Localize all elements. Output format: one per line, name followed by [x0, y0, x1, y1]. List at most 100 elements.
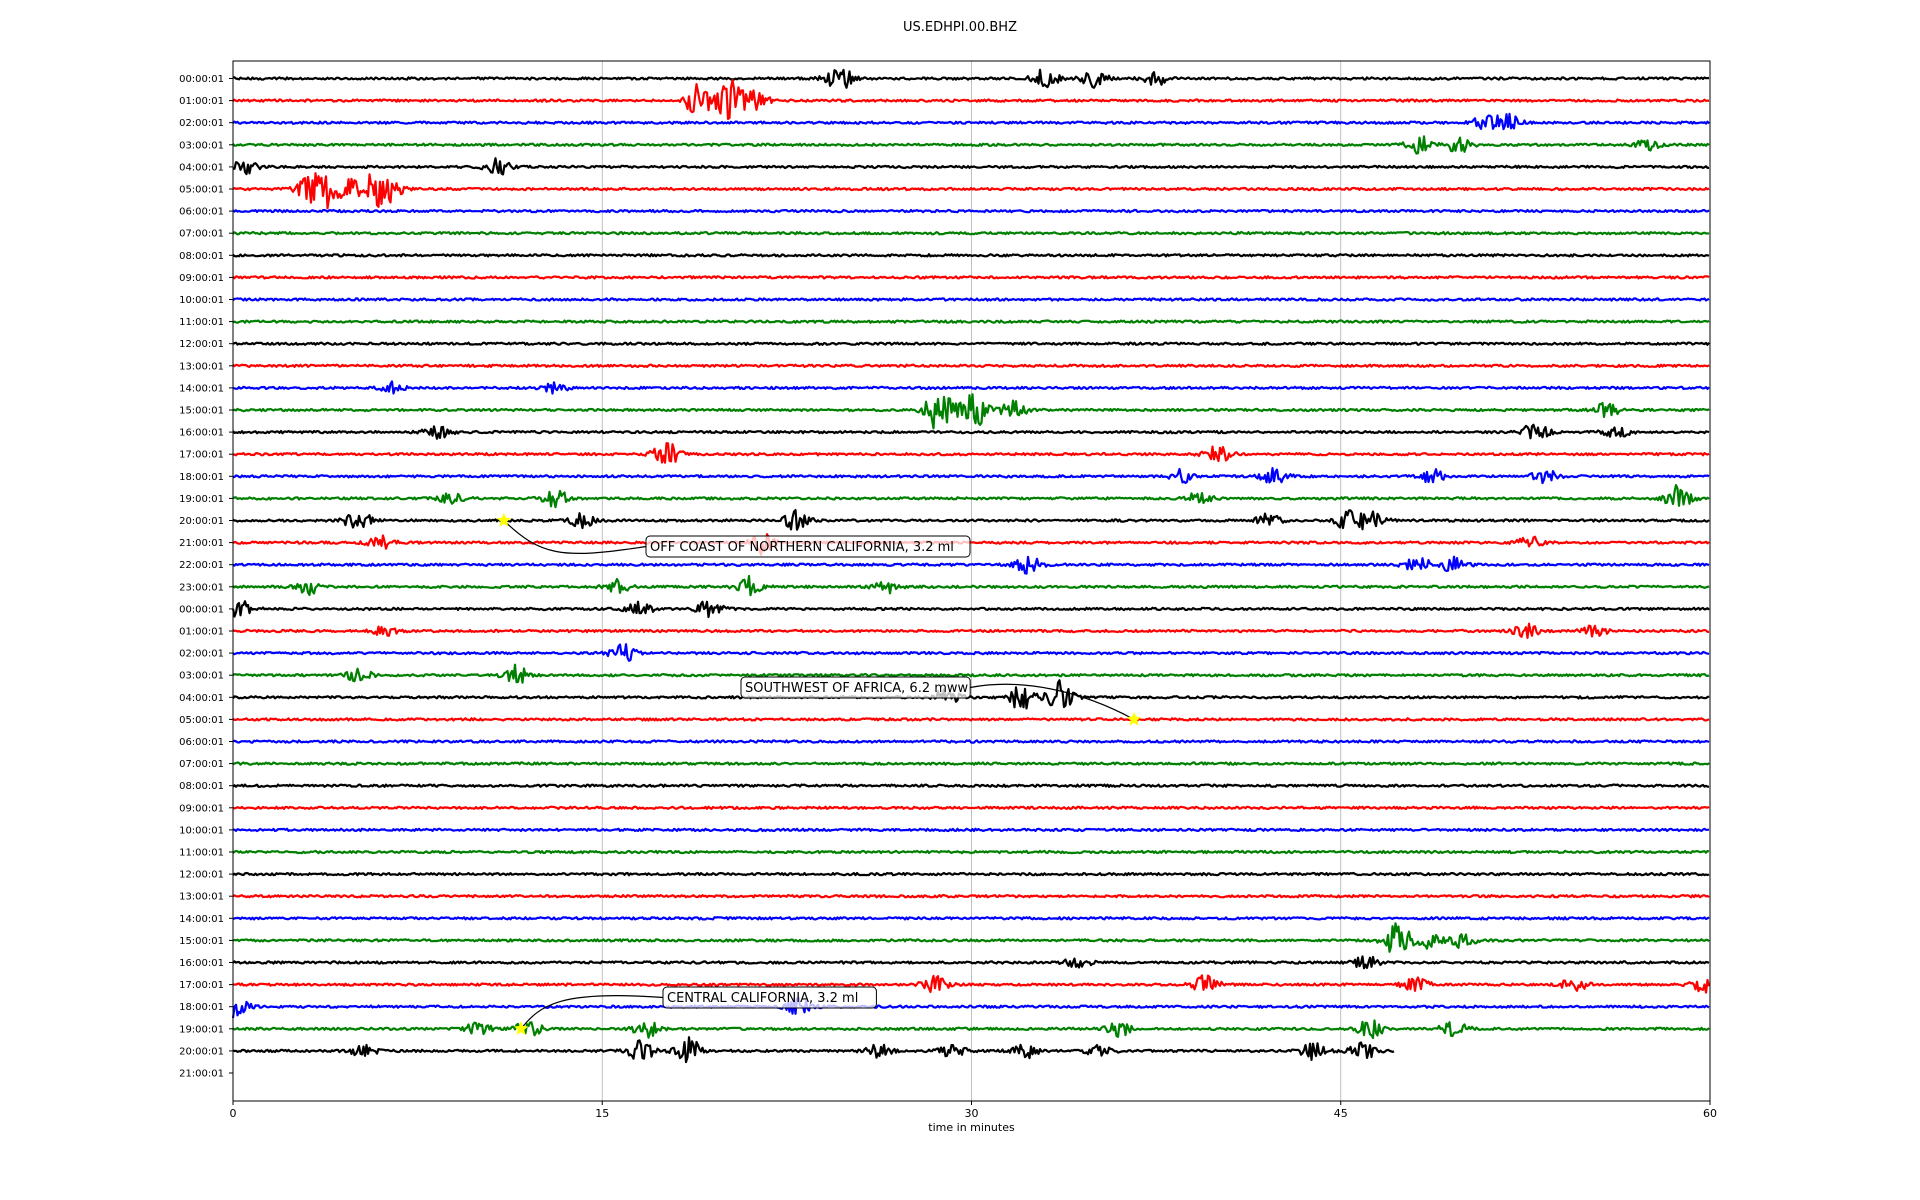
trace-line — [232, 922, 1710, 953]
trace-lines — [231, 68, 1711, 1064]
annotation-box — [662, 986, 877, 1009]
trace-line — [232, 679, 1710, 710]
row-time-label: 06:00:01 — [179, 207, 224, 218]
trace-line — [232, 231, 1710, 236]
trace-line — [232, 208, 1710, 214]
row-time-label: 15:00:01 — [179, 936, 224, 947]
trace-line — [232, 467, 1710, 485]
gridlines — [601, 61, 1342, 1101]
trace-line — [232, 393, 1710, 430]
trace-line — [232, 442, 1710, 464]
row-time-label: 05:00:01 — [179, 715, 224, 726]
trace-line — [232, 871, 1710, 877]
annotation-connector — [520, 994, 664, 1030]
row-time-labels: 00:00:01 01:00:01 02:00:01 03:00:01 04:00:01… — [179, 74, 233, 1080]
trace-line — [232, 827, 1710, 833]
trace-line — [232, 319, 1710, 324]
trace-line — [232, 157, 1709, 176]
trace-line — [232, 1036, 1395, 1064]
trace-line — [232, 622, 1709, 639]
trace-line — [232, 253, 1710, 258]
trace-line — [232, 974, 1711, 994]
row-time-label: 07:00:01 — [179, 759, 224, 770]
trace-line — [232, 172, 1710, 210]
trace-line — [232, 849, 1710, 855]
row-time-label: 19:00:01 — [179, 494, 224, 505]
row-time-label: 10:00:01 — [179, 295, 224, 306]
trace-line — [232, 916, 1710, 921]
trace-line — [232, 783, 1710, 788]
row-time-label: 11:00:01 — [179, 317, 224, 328]
plot-frame — [232, 60, 1711, 1102]
row-time-label: 13:00:01 — [179, 361, 224, 372]
row-time-label: 13:00:01 — [179, 892, 224, 903]
row-time-label: 03:00:01 — [179, 671, 224, 682]
x-tick-label: 60 — [1703, 1107, 1717, 1120]
row-time-label: 20:00:01 — [179, 1046, 224, 1057]
trace-line — [232, 135, 1710, 155]
x-tick-label: 30 — [965, 1107, 979, 1120]
trace-line — [232, 341, 1710, 346]
event-star-marker — [513, 1021, 529, 1036]
row-time-label: 17:00:01 — [179, 980, 224, 991]
row-time-label: 19:00:01 — [179, 1024, 224, 1035]
trace-line — [232, 79, 1710, 121]
row-time-label: 21:00:01 — [179, 1069, 224, 1080]
row-time-label: 06:00:01 — [179, 737, 224, 748]
x-tick-label: 0 — [230, 1107, 237, 1120]
row-time-label: 12:00:01 — [179, 339, 224, 350]
trace-line — [232, 423, 1710, 440]
trace-line — [233, 68, 1710, 89]
x-tick-label: 15 — [595, 1107, 609, 1120]
trace-line — [232, 574, 1710, 597]
row-time-label: 18:00:01 — [179, 472, 224, 483]
trace-line — [232, 509, 1710, 531]
event-label: CENTRAL CALIFORNIA, 3.2 ml — [667, 991, 858, 1006]
row-time-label: 22:00:01 — [179, 560, 224, 571]
row-time-label: 16:00:01 — [179, 958, 224, 969]
row-time-label: 00:00:01 — [179, 604, 224, 615]
row-time-label: 07:00:01 — [179, 229, 224, 240]
row-time-label: 11:00:01 — [179, 848, 224, 859]
trace-line — [231, 600, 1710, 619]
trace-line — [232, 555, 1710, 575]
row-time-label: 20:00:01 — [179, 516, 224, 527]
trace-line — [232, 643, 1710, 662]
x-tick-label: 45 — [1334, 1107, 1348, 1120]
row-time-label: 14:00:01 — [179, 914, 224, 925]
trace-line — [232, 533, 1710, 556]
event-label: SOUTHWEST OF AFRICA, 6.2 mww — [745, 681, 969, 696]
row-time-label: 09:00:01 — [179, 273, 224, 284]
trace-line — [232, 484, 1710, 509]
row-time-label: 23:00:01 — [179, 582, 224, 593]
row-time-label: 04:00:01 — [179, 162, 224, 173]
trace-line — [232, 112, 1710, 131]
row-time-label: 02:00:01 — [179, 118, 224, 129]
row-time-label: 10:00:01 — [179, 825, 224, 836]
trace-line — [232, 380, 1710, 395]
row-time-label: 03:00:01 — [179, 140, 224, 151]
event-star-marker — [496, 512, 512, 527]
trace-line — [232, 761, 1710, 766]
row-time-label: 02:00:01 — [179, 649, 224, 660]
annotation-connector — [503, 520, 647, 554]
row-time-label: 12:00:01 — [179, 870, 224, 881]
trace-line — [232, 1019, 1710, 1040]
x-axis-label: time in minutes — [928, 1121, 1015, 1134]
row-time-label: 04:00:01 — [179, 693, 224, 704]
row-time-label: 18:00:01 — [179, 1002, 224, 1013]
annotation-connector — [970, 683, 1135, 720]
event-label: OFF COAST OF NORTHERN CALIFORNIA, 3.2 ml — [650, 540, 954, 555]
trace-line — [232, 717, 1710, 722]
trace-line — [232, 955, 1710, 970]
row-time-label: 05:00:01 — [179, 185, 224, 196]
trace-line — [232, 739, 1710, 744]
row-time-label: 17:00:01 — [179, 450, 224, 461]
row-time-label: 16:00:01 — [179, 428, 224, 439]
row-time-label: 01:00:01 — [179, 627, 224, 638]
row-time-label: 08:00:01 — [179, 251, 224, 262]
chart-title: US.EDHPI.00.BHZ — [903, 20, 1017, 35]
trace-line — [232, 663, 1710, 684]
